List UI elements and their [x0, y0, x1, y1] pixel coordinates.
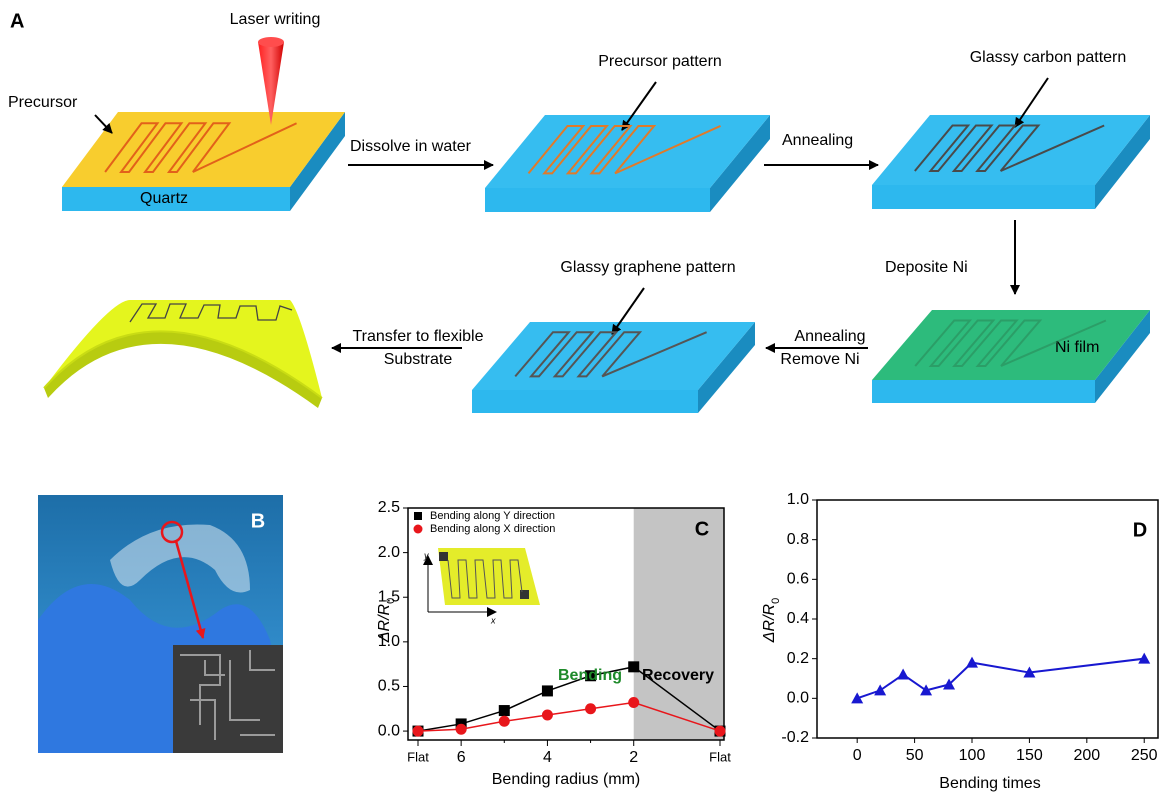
legend-label: Bending along X direction [430, 523, 555, 535]
chart-d: -0.2 0.0 0.2 0.4 0.6 0.8 1.0 0 50 100 150 200 250 [781, 491, 1158, 764]
x-tick-label: 6 [457, 749, 466, 766]
label: Precursor pattern [598, 53, 722, 70]
x-axis-label: Bending radius (mm) [492, 771, 641, 788]
y-tick-label: 2.0 [378, 544, 400, 561]
slab-4 [872, 310, 1150, 403]
point [897, 669, 909, 680]
y-label-sub: 0 [385, 598, 397, 604]
y-label-sub: 0 [770, 598, 782, 604]
legend-marker [414, 512, 422, 520]
point [413, 726, 424, 737]
annotation: Bending [558, 667, 622, 684]
inset-label: y [423, 550, 429, 560]
x-tick-label: 100 [959, 747, 986, 764]
point [628, 697, 639, 708]
y-tick-label: 0.4 [787, 610, 809, 627]
y-tick-label: 0.8 [787, 531, 809, 548]
y-tick-label: 1.0 [787, 491, 809, 508]
label: Glassy graphene pattern [560, 259, 735, 276]
label: Dissolve in water [350, 138, 472, 155]
y-tick-label: 2.5 [378, 499, 400, 516]
label: Substrate [384, 351, 453, 368]
y-tick-label: -0.2 [781, 729, 809, 746]
inset [428, 548, 540, 612]
shaded-region [634, 508, 724, 740]
label: Transfer to flexible [352, 328, 483, 345]
x-tick-label: 0 [853, 747, 862, 764]
x-tick-label: 50 [906, 747, 924, 764]
point [874, 684, 886, 695]
y-tick-label: 0.0 [378, 722, 400, 739]
panel-label: B [251, 510, 265, 532]
x-tick-label: 150 [1016, 747, 1043, 764]
x-tick-label: 250 [1131, 747, 1158, 764]
point [499, 705, 510, 716]
x-axis-label: Bending times [939, 775, 1040, 792]
point [585, 703, 596, 714]
point [542, 685, 553, 696]
label: Precursor [8, 94, 78, 111]
label: Remove Ni [780, 351, 859, 368]
photo [38, 495, 283, 753]
inset-label: x [490, 615, 496, 625]
y-axis-label: ΔR/R0 [761, 598, 782, 643]
y-label-main: ΔR/R [376, 603, 393, 643]
x-tick-label: 200 [1073, 747, 1100, 764]
label: Deposite Ni [885, 259, 968, 276]
legend-marker [414, 525, 423, 534]
y-label-main: ΔR/R [761, 603, 778, 643]
x-tick-label: Flat [407, 749, 429, 764]
label: Annealing [794, 328, 865, 345]
y-tick-label: 0.5 [378, 678, 400, 695]
y-tick-label: 0.2 [787, 650, 809, 667]
x-tick-label: 2 [629, 749, 638, 766]
point [966, 657, 978, 668]
flexible-substrate [44, 300, 322, 408]
point [456, 724, 467, 735]
label: Ni film [1055, 339, 1099, 356]
x-tick-label: 4 [543, 749, 552, 766]
y-tick-label: 0.6 [787, 571, 809, 588]
y-tick-label: 0.0 [787, 690, 809, 707]
panel-label: A [10, 10, 24, 32]
point [628, 661, 639, 672]
panel-label: D [1133, 519, 1147, 541]
point [499, 716, 510, 727]
x-tick-label: Flat [709, 749, 731, 764]
label: Glassy carbon pattern [970, 49, 1127, 66]
label: Laser writing [230, 11, 321, 28]
point [1138, 653, 1150, 664]
panel-label: C [695, 518, 709, 540]
legend-label: Bending along Y direction [430, 510, 555, 522]
label: Quartz [140, 190, 188, 207]
plot-frame [817, 500, 1158, 738]
point [542, 710, 553, 721]
label: Annealing [782, 132, 853, 149]
point [715, 726, 726, 737]
laser-top [258, 37, 284, 47]
annotation: Recovery [642, 667, 714, 684]
figure: A Laser writing Precursor Quartz Dissolv… [0, 0, 1160, 792]
